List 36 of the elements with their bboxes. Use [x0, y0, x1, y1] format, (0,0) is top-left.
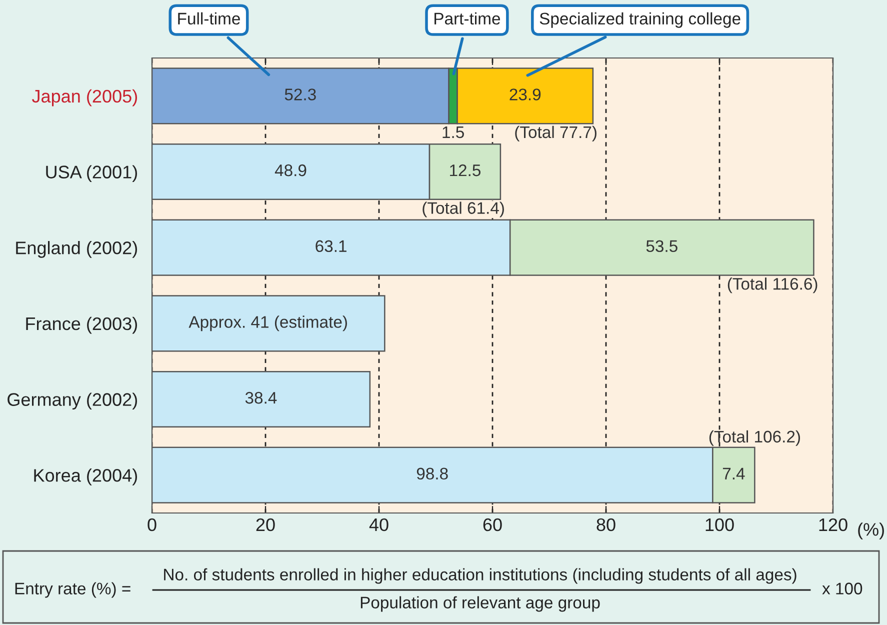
- y-tick-label: England (2002): [16, 241, 137, 258]
- data-label: 52.3: [284, 88, 316, 100]
- data-label: 53.5: [646, 240, 678, 252]
- data-label: 23.9: [510, 88, 541, 100]
- data-label: 98.8: [416, 468, 448, 480]
- total-label: (Total 61.4): [422, 202, 504, 218]
- y-tick-label: Japan (2005): [32, 89, 137, 106]
- y-tick-label: USA (2001): [46, 165, 137, 182]
- x-tick-label: 100: [706, 518, 734, 532]
- data-label: 7.4: [722, 468, 745, 480]
- x-tick-label: 0: [148, 518, 156, 532]
- y-tick-label: France (2003): [26, 316, 137, 334]
- total-label: (Total 116.6): [728, 278, 818, 294]
- text: x 100: [822, 582, 862, 594]
- x-tick-label: 80: [596, 518, 616, 532]
- y-tick-label: Korea (2004): [34, 468, 137, 486]
- data-label: 1.5: [442, 126, 464, 138]
- data-label: 12.5: [450, 164, 480, 176]
- x-tick-label: 60: [483, 518, 502, 532]
- text: Specialized training college: [540, 12, 740, 28]
- data-label: 38.4: [245, 392, 277, 404]
- total-label: (Total 77.7): [515, 126, 596, 142]
- x-tick-label: 40: [369, 518, 388, 532]
- text: Entry rate (%) =: [15, 582, 130, 598]
- data-label: 48.9: [274, 164, 306, 176]
- x-tick-label: 120: [819, 518, 848, 532]
- data-label: Approx. 41 (estimate): [188, 316, 347, 332]
- x-axis-title: (%): [858, 522, 884, 540]
- text: Part-time: [434, 12, 500, 25]
- text: Full-time: [178, 12, 240, 25]
- total-label: (Total 106.2): [709, 430, 800, 446]
- text: No. of students enrolled in higher education institutions (including students of all ages): [164, 568, 796, 584]
- text: Population of relevant age group: [360, 596, 600, 612]
- y-tick-label: Germany (2002): [8, 392, 137, 410]
- data-label: 63.1: [316, 240, 346, 252]
- x-tick-label: 20: [256, 518, 275, 532]
